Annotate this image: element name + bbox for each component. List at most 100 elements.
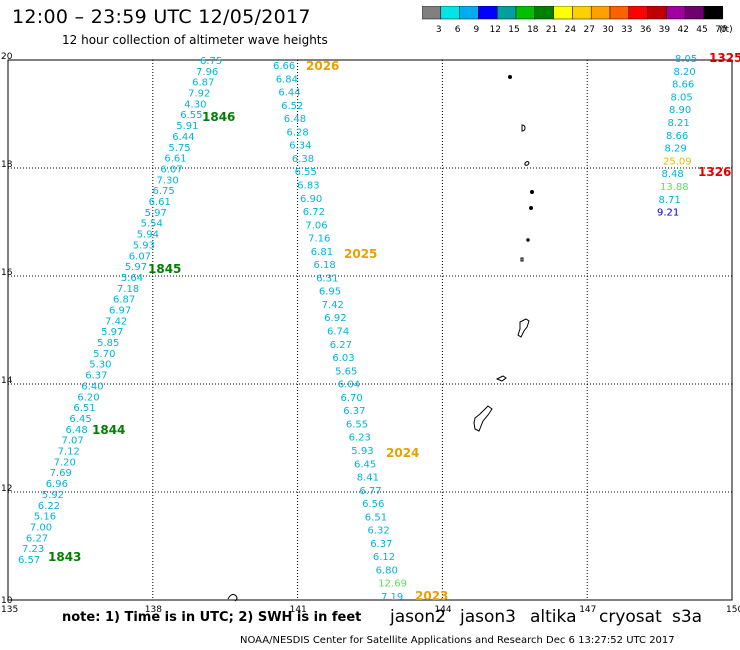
wave-height-value: 12.69	[378, 579, 407, 590]
island	[517, 318, 530, 338]
wave-height-value: 5.93	[133, 240, 155, 251]
wave-height-value: 6.04	[338, 380, 360, 391]
map-grid	[8, 60, 732, 600]
wave-height-value: 6.74	[327, 327, 349, 338]
wave-height-value: 6.48	[65, 425, 87, 436]
wave-height-value: 5.92	[42, 490, 64, 501]
pass-label: 2024	[386, 446, 419, 460]
wave-height-value: 6.56	[362, 499, 384, 510]
wave-height-value: 6.45	[354, 459, 376, 470]
satellite-tracks: 6.757.966.877.924.306.555.916.445.756.61…	[18, 51, 740, 603]
pass-label: 1845	[148, 262, 181, 276]
wave-height-value: 8.66	[666, 131, 688, 142]
wave-height-value: 7.20	[54, 457, 76, 468]
scale-label: 6	[455, 25, 461, 35]
scale-label: 30	[602, 25, 614, 35]
map-title: 12:00 – 23:59 UTC 12/05/2017	[12, 6, 311, 28]
wave-height-value: 6.75	[200, 56, 222, 67]
x-tick-label: 144	[434, 605, 451, 615]
scale-label: 15	[508, 25, 519, 35]
wave-height-value: 6.38	[292, 154, 314, 165]
wave-height-value: 7.30	[156, 175, 178, 186]
scale-label: 9	[474, 25, 480, 35]
y-tick-label: 18	[1, 160, 13, 170]
scale-label: 36	[640, 25, 652, 35]
legend-altika: altika	[530, 607, 577, 627]
wave-height-value: 6.37	[85, 371, 107, 382]
wave-height-value: 7.19	[381, 592, 403, 603]
wave-height-value: 6.92	[324, 313, 346, 324]
scale-unit: (ft)	[719, 25, 732, 35]
island	[473, 405, 493, 432]
wave-height-value: 6.55	[346, 419, 368, 430]
scale-label: 18	[527, 25, 539, 35]
x-tick-label: 147	[579, 605, 596, 615]
wave-height-value: 7.42	[322, 300, 344, 311]
legend-cryosat: cryosat	[599, 607, 662, 627]
wave-height-value: 8.29	[665, 144, 687, 155]
scale-label: 39	[659, 25, 671, 35]
wave-height-value: 6.44	[278, 88, 300, 99]
island	[495, 375, 507, 382]
wave-height-value: 7.23	[22, 544, 44, 555]
scale-label: 3	[436, 25, 442, 35]
wave-height-value: 6.61	[164, 154, 186, 165]
wave-height-value: 6.27	[26, 533, 48, 544]
island	[521, 124, 526, 132]
wave-height-value: 6.37	[343, 406, 365, 417]
wave-height-value: 7.18	[117, 284, 139, 295]
wave-height-value: 9.21	[657, 208, 679, 219]
wave-height-value: 6.55	[295, 167, 317, 178]
wave-height-value: 6.03	[332, 353, 354, 364]
scale-label: 42	[677, 25, 688, 35]
wave-height-value: 8.71	[659, 195, 681, 206]
island	[520, 257, 524, 262]
wave-height-value: 6.40	[81, 381, 103, 392]
wave-height-value: 5.30	[89, 360, 111, 371]
x-tick-label: 150	[726, 605, 740, 615]
wave-height-value: 6.07	[160, 164, 182, 175]
island	[508, 75, 512, 79]
pass-label: 1325	[709, 51, 740, 65]
legend-jason3: jason3	[460, 607, 516, 627]
pass-label: 2023	[415, 589, 448, 603]
x-tick-label: 138	[145, 605, 162, 615]
axis-tick-labels: 135 138 141 144 147 150 20 18 16 14 12 10	[1, 52, 740, 615]
wave-height-value: 6.48	[284, 114, 306, 125]
wave-height-value: 6.51	[365, 512, 387, 523]
wave-height-value: 7.00	[30, 522, 52, 533]
wave-height-value: 5.16	[34, 512, 56, 523]
wave-height-value: 6.34	[289, 141, 311, 152]
y-tick-label: 16	[1, 268, 13, 278]
wave-height-value: 8.90	[669, 105, 691, 116]
wave-height-value: 6.87	[113, 295, 135, 306]
pass-label: 1846	[202, 110, 235, 124]
wave-height-value: 6.61	[149, 197, 171, 208]
wave-height-value: 6.72	[303, 207, 325, 218]
wave-height-value: 5.75	[168, 143, 190, 154]
wave-height-value: 7.69	[50, 468, 72, 479]
wave-height-value: 5.54	[141, 219, 163, 230]
wave-height-value: 8.21	[668, 118, 690, 129]
wave-height-value: 6.83	[297, 180, 319, 191]
wave-height-value: 8.05	[671, 92, 693, 103]
wave-height-value: 5.94	[137, 230, 159, 241]
wave-height-value: 6.70	[341, 393, 363, 404]
map-subtitle: 12 hour collection of altimeter wave hei…	[62, 33, 328, 47]
island	[526, 238, 530, 242]
wave-height-value: 6.20	[77, 392, 99, 403]
credit-line: NOAA/NESDIS Center for Satellite Applica…	[240, 635, 675, 646]
wave-height-value: 7.92	[188, 89, 210, 100]
wave-height-value: 6.81	[311, 247, 333, 258]
wave-height-value: 6.32	[368, 526, 390, 537]
island	[227, 594, 238, 602]
wave-height-value: 5.97	[101, 327, 123, 338]
wave-height-value: 6.23	[349, 433, 371, 444]
island	[529, 206, 533, 210]
wave-height-value: 6.28	[287, 127, 309, 138]
wave-height-value: 6.52	[281, 101, 303, 112]
wave-height-value: 6.80	[376, 565, 398, 576]
wave-height-value: 5.85	[97, 338, 119, 349]
wave-height-value: 5.93	[351, 446, 373, 457]
wave-height-value: 6.96	[46, 479, 68, 490]
